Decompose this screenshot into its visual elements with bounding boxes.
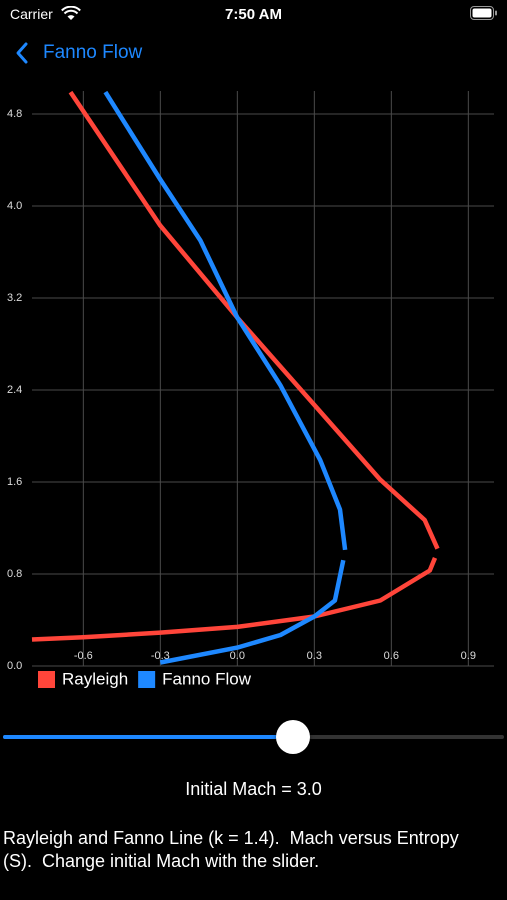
x-tick-label: 0.9: [461, 650, 476, 662]
slider-fill: [3, 735, 293, 739]
legend-label: Fanno Flow: [162, 669, 252, 688]
slider-thumb[interactable]: [276, 720, 310, 754]
y-tick-label: 3.2: [7, 292, 22, 304]
series-line: [103, 90, 348, 665]
carrier: Carrier: [10, 6, 53, 22]
x-tick-label: 0.0: [230, 650, 245, 662]
initial-mach-label: Initial Mach = 3.0: [185, 779, 322, 799]
slider-track[interactable]: [3, 735, 504, 739]
legend-label: Rayleigh: [62, 669, 128, 688]
wifi-icon: [61, 6, 81, 20]
x-tick-label: 0.3: [307, 650, 322, 662]
clock: 7:50 AM: [225, 6, 282, 23]
y-tick-label: 4.0: [7, 200, 22, 212]
battery-icon: [470, 6, 497, 20]
x-tick-label: -0.3: [151, 650, 170, 662]
y-tick-label: 0.0: [7, 660, 22, 672]
legend-swatch: [138, 671, 156, 688]
y-tick-label: 0.8: [7, 568, 22, 580]
back-title: Fanno Flow: [43, 42, 143, 63]
chart: -0.6 -0.3 0.0 0.3 0.6 0.9 0.0 0.8 1.6 2.4 3.2 4.0 4.…: [7, 90, 494, 688]
y-tick-label: 4.8: [7, 108, 22, 120]
back-button[interactable]: Fanno Flow: [14, 40, 142, 66]
x-tick-label: -0.6: [74, 650, 93, 662]
description: Rayleigh and Fanno Line (k = 1.4). Mach …: [3, 828, 464, 871]
y-tick-label: 1.6: [7, 476, 22, 488]
x-tick-label: 0.6: [384, 650, 399, 662]
y-tick-label: 2.4: [7, 384, 22, 396]
series-line: [31, 90, 440, 642]
legend-swatch: [38, 671, 55, 688]
back-chevron: [16, 42, 28, 64]
